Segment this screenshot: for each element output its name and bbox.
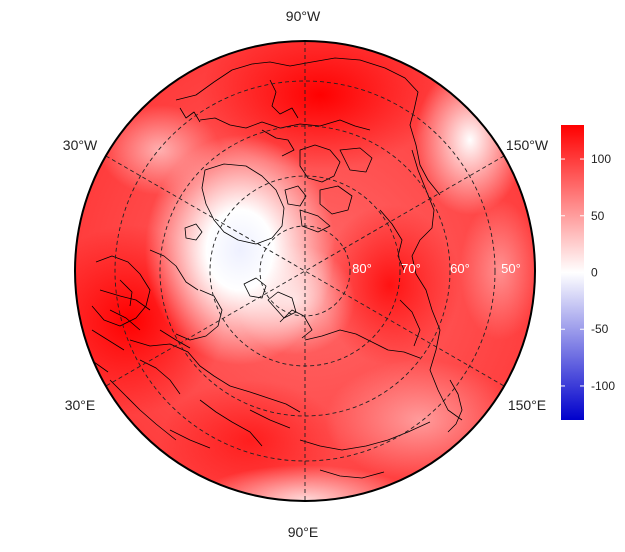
colorbar-tick-label: 0 [591, 266, 598, 280]
graticule [105, 41, 505, 501]
lon-label-30e: 30°E [65, 397, 96, 413]
lat-label-50: 50° [501, 261, 521, 276]
latitude-circle-60 [159, 125, 451, 417]
latitude-circle-50 [114, 80, 496, 462]
colorbar-ticks: 100 50 0 -50 -100 [561, 152, 615, 393]
colorbar-tick-label: -50 [591, 322, 609, 336]
lat-label-80: 80° [352, 261, 372, 276]
colorbar-tick-label: -100 [591, 379, 615, 393]
anomaly-field [75, 41, 535, 501]
colorbar-tick-label: 50 [591, 209, 605, 223]
map-border [74, 40, 536, 502]
lon-label-90w: 90°W [286, 8, 321, 24]
lon-label-150w: 150°W [506, 137, 549, 153]
colorbar-tick-label: 100 [591, 152, 611, 166]
colorbar: 100 50 0 -50 -100 [561, 125, 615, 420]
lon-label-90e: 90°E [288, 524, 319, 540]
lon-label-150e: 150°E [508, 397, 546, 413]
lat-label-60: 60° [450, 261, 470, 276]
lon-label-30w: 30°W [63, 137, 98, 153]
coastlines [79, 57, 463, 479]
lat-label-70: 70° [401, 261, 421, 276]
colorbar-gradient [561, 125, 584, 420]
